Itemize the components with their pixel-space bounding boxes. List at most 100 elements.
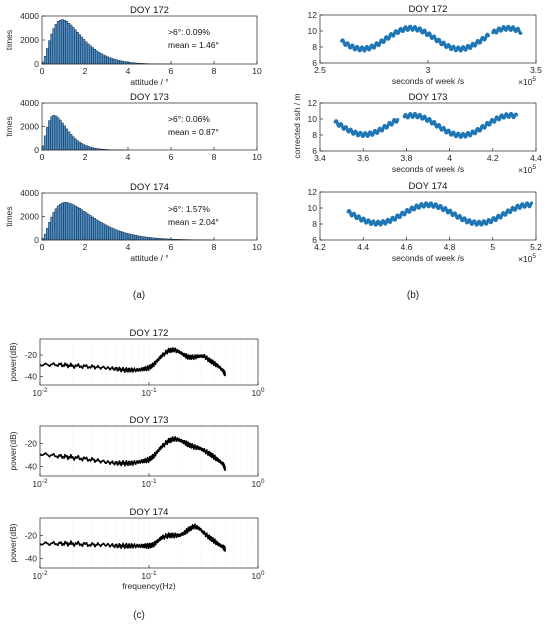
x-axis-label: attitude / ° (130, 77, 168, 87)
panel-label-a: (a) (133, 290, 145, 301)
histogram-bar (46, 228, 49, 241)
histogram-bar (74, 138, 77, 151)
spectrum-line (39, 347, 226, 377)
histogram-bar (91, 147, 94, 151)
x-tick-label: 4 (447, 153, 452, 163)
y-tick-label: 0 (34, 235, 39, 245)
histogram-bar (69, 134, 73, 151)
histogram-bar (106, 56, 109, 65)
histogram-bar (99, 53, 103, 65)
chart-title: DOY 173 (409, 92, 448, 103)
histogram-bar (65, 128, 69, 151)
histogram-bar (132, 234, 135, 241)
chart-title: DOY 173 (130, 92, 169, 103)
y-tick-label: -40 (25, 371, 38, 381)
x-tick-label: 100 (251, 387, 264, 398)
y-tick-label: 10 (308, 26, 318, 36)
y-tick-label: 10 (308, 203, 318, 213)
x-tick-label: 8 (212, 152, 217, 162)
histogram-bar (76, 206, 79, 241)
histogram-bar (119, 231, 122, 241)
chart-title: DOY 174 (130, 182, 169, 193)
stat-annotation: mean = 0.87° (168, 127, 219, 137)
chart-c-1: 10-2 10-1 100 -20 -40 DOY 172 power(dB) (8, 328, 265, 398)
histogram-bar (50, 116, 53, 151)
y-tick-label: -20 (25, 438, 38, 448)
histogram-bar (74, 29, 77, 65)
histogram-bar (56, 21, 60, 65)
y-axis-label: power(dB) (8, 342, 18, 381)
x-axis-label: seconds of week /s (392, 164, 464, 174)
histogram-bar (48, 40, 51, 65)
scatter-point (515, 113, 519, 117)
histogram-bar (117, 60, 120, 65)
histogram-bar (58, 203, 62, 241)
histogram-bar (76, 140, 79, 151)
histogram-bar (106, 225, 109, 241)
histogram-bar (61, 122, 64, 151)
histogram-bar (52, 28, 56, 65)
histogram-bar (80, 36, 84, 65)
chart-b-1: 2.5 3 3.5 6 8 10 12 DOY 172 seconds of week /s ×1… (308, 4, 543, 87)
histogram-bar (144, 236, 148, 241)
histogram-bar (108, 226, 112, 241)
histogram-bar (52, 212, 56, 241)
y-axis-label: times (4, 116, 14, 136)
histogram-bar (97, 52, 101, 65)
scatter-point (396, 118, 400, 122)
y-tick-label: 10 (308, 114, 318, 124)
panel-label-c: (c) (133, 610, 145, 621)
histogram-bar (101, 54, 105, 65)
histogram-bar (43, 135, 47, 151)
histogram-bar (78, 141, 81, 151)
scatter-point (530, 201, 534, 205)
histogram-bar (63, 125, 66, 151)
chart-a-1: 0 2 4 6 8 10 0 2000 4000 DOY 172 attitude / ° times… (4, 5, 262, 87)
chart-a-3: 0 2 4 6 8 10 0 2000 4000 DOY 174 attitude / ° times… (4, 182, 262, 263)
histogram-bar (54, 24, 58, 65)
x-axis-exponent: ×105 (518, 253, 536, 264)
x-tick-label: 6 (169, 66, 174, 76)
y-tick-label: 6 (312, 235, 317, 245)
stat-annotation: mean = 2.04° (168, 217, 219, 227)
histogram-bar (71, 204, 75, 241)
histogram-bar (86, 213, 90, 241)
x-tick-label: 4.8 (444, 242, 456, 252)
histogram-bar (101, 223, 105, 241)
x-tick-label: 4 (126, 66, 131, 76)
x-tick-label: 3 (426, 65, 431, 75)
histogram-bar (89, 146, 92, 151)
histogram-bar (69, 203, 73, 241)
histogram-bar (56, 205, 60, 241)
histogram-bar (50, 33, 53, 65)
y-tick-label: 8 (312, 42, 317, 52)
histogram-bar (147, 237, 150, 241)
histogram-bar (86, 43, 90, 65)
histogram-bar (95, 50, 99, 65)
y-tick-label: 0 (34, 145, 39, 155)
histogram-bar (104, 55, 107, 65)
chart-b-3: 4.2 4.4 4.6 4.8 5 5.2 6 8 10 12 DOY 174 seconds of … (308, 181, 543, 264)
y-tick-label: 8 (312, 130, 317, 140)
x-tick-label: 10-1 (141, 570, 157, 581)
histogram-bar (80, 209, 84, 241)
histogram-bar (63, 202, 66, 241)
histogram-bar (80, 143, 84, 151)
histogram-bar (89, 215, 92, 241)
y-tick-label: 12 (308, 187, 318, 197)
histogram-bar (65, 21, 69, 65)
spectrum-line (39, 523, 226, 552)
y-tick-label: -20 (25, 350, 38, 360)
x-tick-label: 10-1 (141, 387, 157, 398)
histogram-bar (93, 218, 96, 241)
y-axis-label: corrected ssh / m (292, 93, 302, 158)
axes-frame (319, 14, 537, 64)
histogram-bar (134, 235, 137, 241)
chart-c-2: 10-2 10-1 100 -20 -40 DOY 173 power(dB) (8, 415, 265, 489)
histogram-bar (136, 235, 139, 241)
histogram-bar (78, 34, 81, 65)
x-tick-label: 10-1 (141, 478, 157, 489)
y-tick-label: 2000 (20, 35, 39, 45)
chart-title: DOY 173 (130, 415, 169, 426)
y-axis-label: power(dB) (8, 431, 18, 470)
